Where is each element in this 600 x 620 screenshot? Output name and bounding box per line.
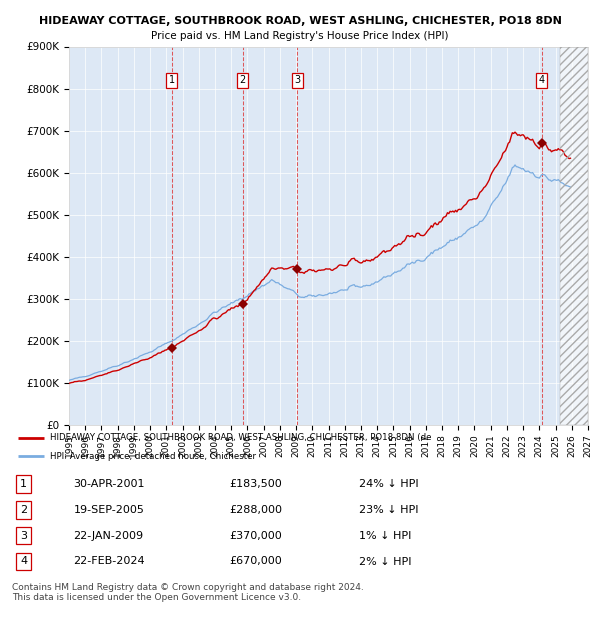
- Text: 4: 4: [20, 557, 27, 567]
- Text: Price paid vs. HM Land Registry's House Price Index (HPI): Price paid vs. HM Land Registry's House …: [151, 31, 449, 41]
- Text: 19-SEP-2005: 19-SEP-2005: [74, 505, 145, 515]
- Text: 1: 1: [169, 75, 175, 85]
- Text: Contains HM Land Registry data © Crown copyright and database right 2024.
This d: Contains HM Land Registry data © Crown c…: [12, 583, 364, 602]
- Text: £288,000: £288,000: [229, 505, 283, 515]
- Text: 22-FEB-2024: 22-FEB-2024: [74, 557, 145, 567]
- Text: 1% ↓ HPI: 1% ↓ HPI: [359, 531, 411, 541]
- Text: 22-JAN-2009: 22-JAN-2009: [74, 531, 144, 541]
- Text: 3: 3: [20, 531, 27, 541]
- Text: £670,000: £670,000: [229, 557, 282, 567]
- Text: £183,500: £183,500: [229, 479, 282, 489]
- Text: 2: 2: [20, 505, 27, 515]
- Text: HPI: Average price, detached house, Chichester: HPI: Average price, detached house, Chic…: [50, 452, 256, 461]
- Text: 24% ↓ HPI: 24% ↓ HPI: [359, 479, 418, 489]
- Text: £370,000: £370,000: [229, 531, 282, 541]
- Text: 3: 3: [294, 75, 300, 85]
- Text: 2: 2: [240, 75, 246, 85]
- Text: 2% ↓ HPI: 2% ↓ HPI: [359, 557, 412, 567]
- Text: HIDEAWAY COTTAGE, SOUTHBROOK ROAD, WEST ASHLING, CHICHESTER, PO18 8DN (de: HIDEAWAY COTTAGE, SOUTHBROOK ROAD, WEST …: [50, 433, 431, 442]
- Text: 30-APR-2001: 30-APR-2001: [74, 479, 145, 489]
- Text: HIDEAWAY COTTAGE, SOUTHBROOK ROAD, WEST ASHLING, CHICHESTER, PO18 8DN: HIDEAWAY COTTAGE, SOUTHBROOK ROAD, WEST …: [38, 16, 562, 25]
- Bar: [560, 46, 588, 425]
- Text: 4: 4: [539, 75, 545, 85]
- Text: 23% ↓ HPI: 23% ↓ HPI: [359, 505, 418, 515]
- Text: 1: 1: [20, 479, 27, 489]
